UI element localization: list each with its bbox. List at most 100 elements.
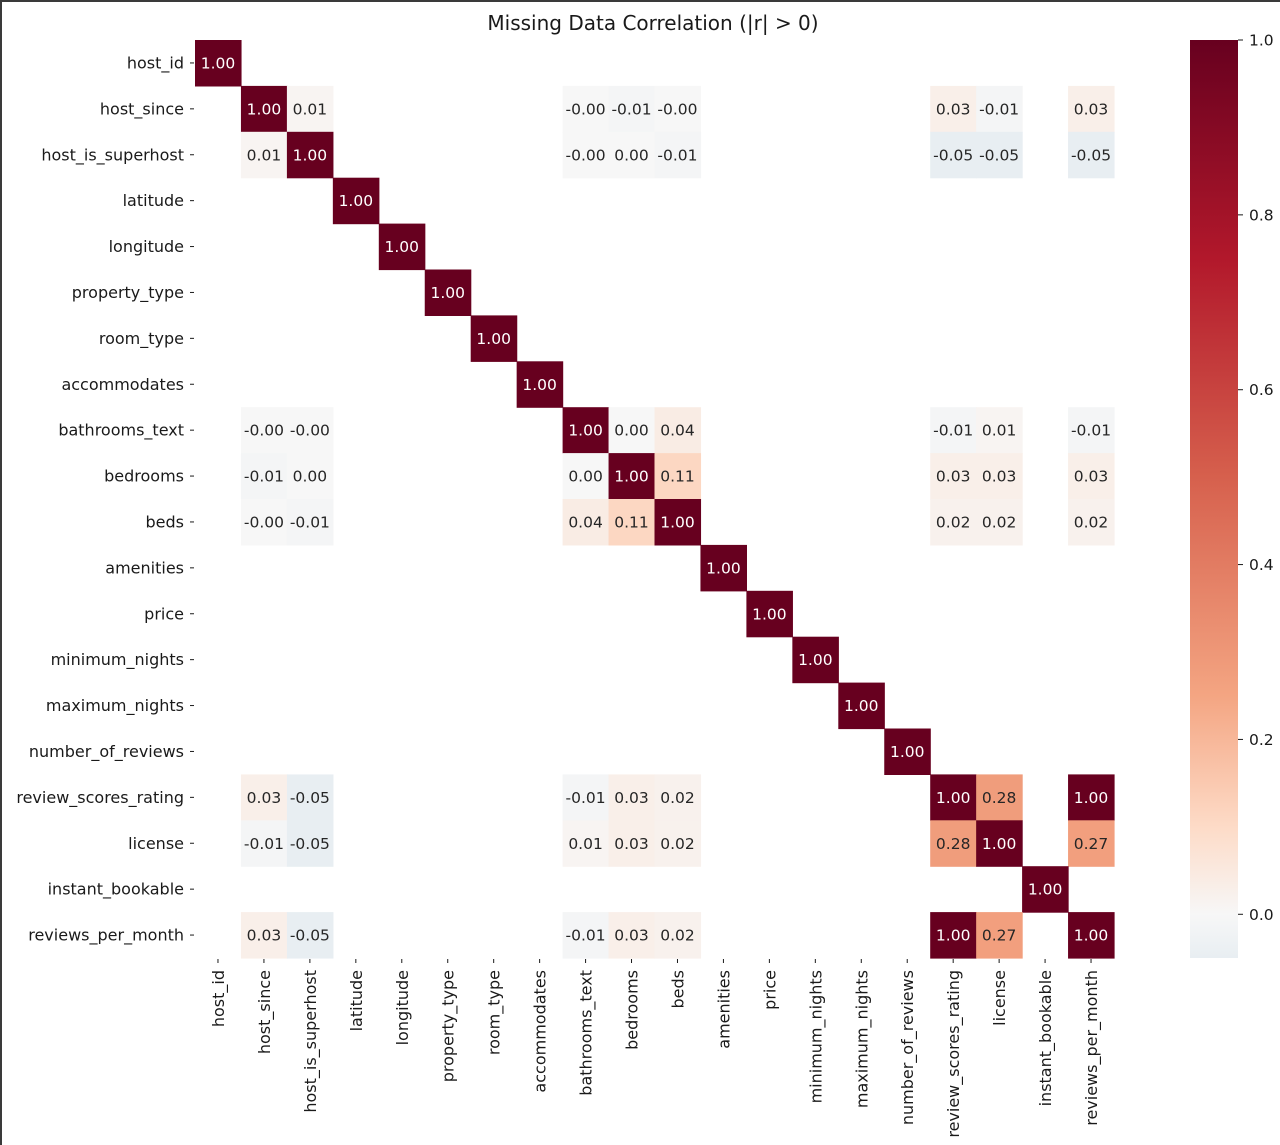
heatmap-cell <box>746 590 793 638</box>
heatmap-cell-label: -0.05 <box>290 927 330 945</box>
heatmap-cell-label: -0.00 <box>244 422 284 440</box>
x-tick-label: latitude <box>347 970 366 1031</box>
heatmap-cell-label: 0.03 <box>614 789 649 807</box>
heatmap-cell <box>976 820 1023 867</box>
heatmap-cell <box>562 131 610 179</box>
heatmap-cell-label: 0.00 <box>293 468 328 486</box>
heatmap-cell <box>240 820 288 867</box>
heatmap-cell <box>332 177 380 225</box>
heatmap-cell <box>286 85 334 133</box>
heatmap-cell-label: -0.01 <box>611 100 651 118</box>
heatmap-cell <box>562 820 610 867</box>
heatmap-cell-label: 1.00 <box>247 100 282 118</box>
heatmap-cell <box>608 820 656 867</box>
x-tick-label: bathrooms_text <box>577 970 597 1096</box>
heatmap-cell <box>608 499 656 546</box>
heatmap-cell-label: -0.05 <box>979 146 1019 164</box>
heatmap-cell-label: 0.28 <box>982 789 1017 807</box>
heatmap-cell <box>654 407 702 454</box>
heatmap-cell <box>562 499 610 546</box>
heatmap-cell <box>240 85 288 133</box>
y-tick-label: longitude <box>109 237 184 256</box>
heatmap-cell <box>654 774 702 821</box>
heatmap-cell-label: -0.00 <box>244 513 284 531</box>
x-tick-label: property_type <box>439 970 459 1082</box>
x-tick-label: host_id <box>209 970 229 1027</box>
y-axis: host_id host_since host_is_superhostlatitu… <box>16 53 194 946</box>
heatmap-cell <box>286 131 334 179</box>
heatmap-cell-label: 0.27 <box>982 927 1017 945</box>
heatmap-cell <box>976 85 1023 133</box>
chart-title: Missing Data Correlation (|r| > 0) <box>487 11 818 35</box>
y-tick-label: latitude <box>123 191 184 210</box>
x-tick-label: maximum_nights <box>852 970 872 1108</box>
heatmap-cell-label: 1.00 <box>752 605 787 623</box>
heatmap-cell <box>976 407 1023 454</box>
heatmap-cell <box>516 361 564 408</box>
x-tick-label: host_is_superhost <box>301 970 321 1113</box>
heatmap-cell <box>1068 453 1115 500</box>
x-tick-label: license <box>990 970 1009 1026</box>
heatmap-cell <box>608 774 656 821</box>
heatmap-cell <box>562 453 610 500</box>
y-tick-label: number_of_reviews <box>29 742 184 762</box>
heatmap-cell <box>240 131 288 179</box>
heatmap-cell-label: -0.00 <box>290 422 330 440</box>
heatmap-cell <box>608 131 656 179</box>
heatmap-cell-label: 1.00 <box>293 146 328 164</box>
heatmap-cell <box>654 820 702 867</box>
heatmap-cell <box>1068 85 1115 133</box>
heatmap-cell-label: 0.03 <box>614 927 649 945</box>
x-tick-label: minimum_nights <box>806 970 826 1103</box>
y-tick-label: instant_bookable <box>48 880 184 900</box>
x-tick-label: instant_bookable <box>1036 970 1056 1106</box>
heatmap-cell <box>1068 499 1115 546</box>
colorbar-tick-label: 0.6 <box>1249 381 1274 399</box>
heatmap-cell-label: -0.01 <box>657 146 697 164</box>
heatmap-cell-label: 1.00 <box>476 330 511 348</box>
heatmap-cell-label: 0.03 <box>1074 100 1109 118</box>
heatmap-cell-label: 1.00 <box>706 559 741 577</box>
heatmap-cell-label: -0.01 <box>244 468 284 486</box>
heatmap-cell <box>240 912 288 959</box>
heatmap-cell-label: 1.00 <box>201 54 236 72</box>
heatmap-cell <box>1068 131 1115 179</box>
heatmap-cell-label: 0.03 <box>247 927 282 945</box>
y-tick-label: license <box>128 834 184 853</box>
heatmap-cell <box>930 499 977 546</box>
heatmap-cell <box>1068 774 1115 821</box>
heatmap-cell <box>562 912 610 959</box>
y-tick-label: host_id <box>127 53 184 73</box>
heatmap-cell-label: 1.00 <box>890 743 925 761</box>
heatmap-cell <box>654 499 702 546</box>
heatmap-cell-label: 0.04 <box>568 513 603 531</box>
heatmap-cell <box>240 407 288 454</box>
y-tick-label: maximum_nights <box>46 696 184 716</box>
heatmap-cell <box>286 912 334 959</box>
heatmap-cell-label: 0.03 <box>936 100 971 118</box>
heatmap-cell-label: 0.04 <box>660 422 695 440</box>
heatmap-cell-label: 1.00 <box>1074 927 1109 945</box>
heatmap-cell <box>930 407 977 454</box>
heatmap-cell <box>930 453 977 500</box>
y-tick-label: minimum_nights <box>51 650 184 670</box>
y-tick-label: property_type <box>72 283 184 303</box>
heatmap-cell-label: 0.00 <box>614 146 649 164</box>
y-tick-label: host_since <box>100 99 184 119</box>
heatmap-cell-label: -0.05 <box>290 835 330 853</box>
colorbar-tick-label: 0.2 <box>1249 731 1274 749</box>
x-tick-label: longitude <box>393 970 412 1045</box>
heatmap-cell <box>608 85 656 133</box>
heatmap-cell <box>378 223 426 271</box>
heatmap-cell-label: 0.01 <box>982 422 1017 440</box>
heatmap-cell-label: 1.00 <box>339 192 374 210</box>
heatmap-cell <box>286 820 334 867</box>
heatmap-cell-label: 0.02 <box>660 789 695 807</box>
heatmap-cell-label: 0.28 <box>936 835 971 853</box>
heatmap-cell <box>1022 866 1069 913</box>
heatmap-cell <box>195 40 242 87</box>
heatmap-cell-label: 1.00 <box>936 927 971 945</box>
y-tick-label: price <box>144 604 184 623</box>
heatmap-cell-label: -0.01 <box>979 100 1019 118</box>
